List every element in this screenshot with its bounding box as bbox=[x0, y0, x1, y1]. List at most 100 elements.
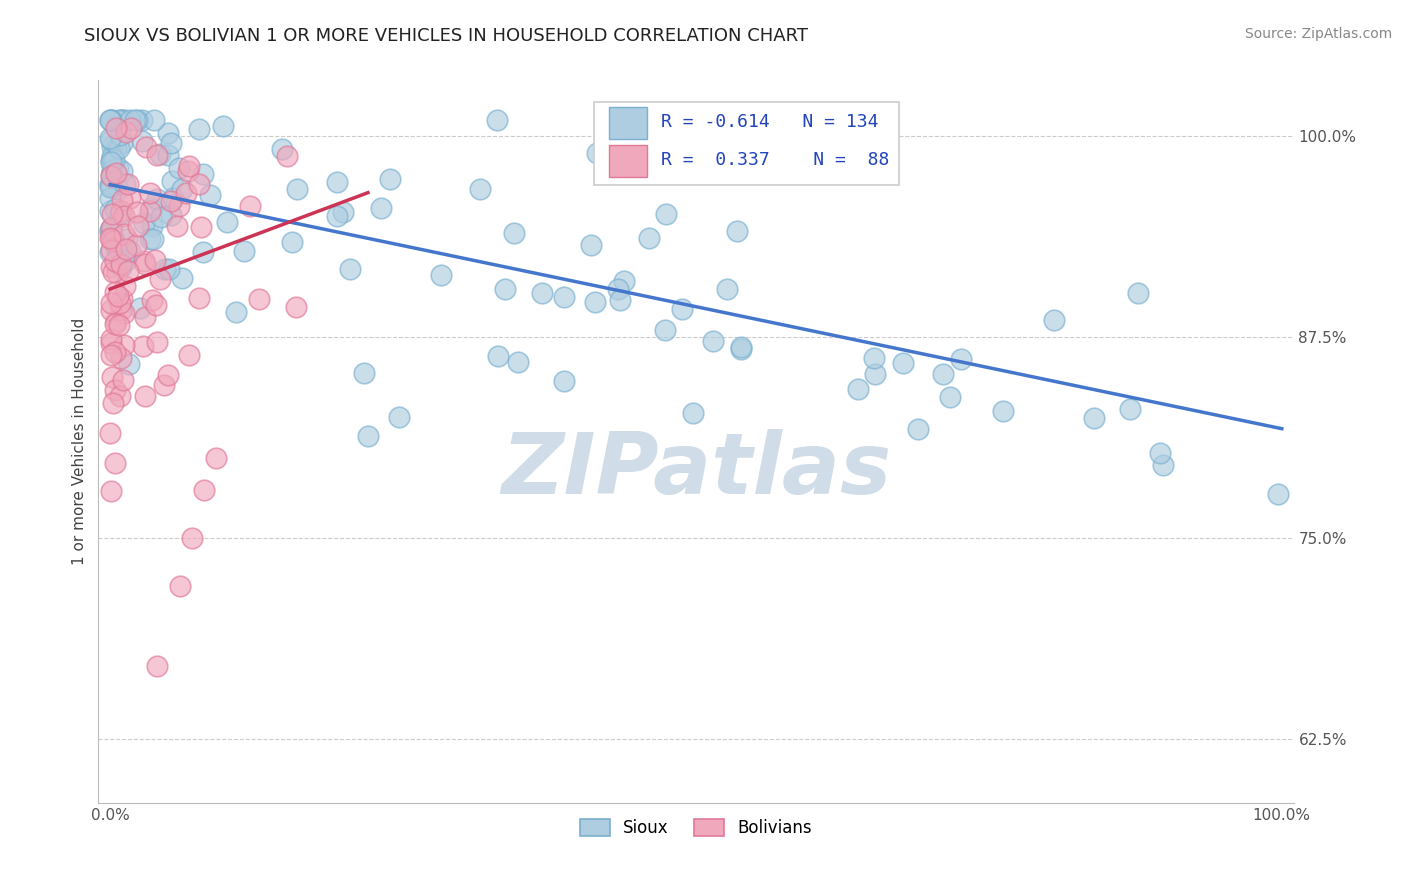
Point bbox=[104, 240, 127, 254]
Point bbox=[172, 182, 194, 196]
Point bbox=[112, 372, 135, 386]
Point bbox=[143, 113, 166, 128]
Point bbox=[112, 338, 135, 352]
Bar bbox=[609, 145, 647, 177]
Point bbox=[204, 450, 226, 465]
Point bbox=[160, 194, 183, 208]
Point bbox=[129, 301, 152, 315]
Point bbox=[100, 131, 122, 145]
Point bbox=[606, 282, 628, 296]
Point bbox=[468, 182, 491, 196]
Point bbox=[111, 113, 134, 128]
Point bbox=[132, 216, 155, 230]
Point bbox=[326, 210, 349, 224]
Point bbox=[110, 303, 132, 318]
Point bbox=[730, 340, 752, 354]
Point bbox=[135, 140, 157, 154]
Point bbox=[938, 390, 960, 404]
Point bbox=[172, 271, 194, 285]
Point bbox=[110, 113, 132, 128]
Point bbox=[111, 136, 134, 150]
Point bbox=[98, 231, 121, 245]
Point bbox=[108, 388, 131, 402]
Point bbox=[100, 348, 122, 362]
Point bbox=[100, 154, 122, 169]
Point bbox=[104, 345, 127, 359]
Point bbox=[112, 227, 135, 241]
Point bbox=[100, 177, 122, 191]
Point bbox=[125, 113, 148, 128]
Point bbox=[100, 133, 122, 147]
Point bbox=[145, 298, 167, 312]
Point bbox=[149, 272, 172, 286]
Point bbox=[141, 219, 163, 233]
Point bbox=[146, 148, 169, 162]
Point bbox=[191, 167, 214, 181]
Point bbox=[132, 339, 155, 353]
Point bbox=[100, 483, 122, 498]
Point bbox=[100, 219, 122, 234]
Point bbox=[188, 177, 211, 191]
Point bbox=[108, 207, 131, 221]
Point bbox=[100, 302, 122, 317]
Point bbox=[134, 254, 156, 268]
Point bbox=[285, 182, 308, 196]
Point bbox=[98, 245, 121, 260]
Point bbox=[108, 318, 131, 333]
Point bbox=[104, 383, 127, 397]
Point bbox=[863, 368, 886, 382]
Point bbox=[98, 225, 121, 239]
Point bbox=[120, 121, 142, 136]
Point bbox=[891, 356, 914, 370]
Point bbox=[174, 186, 197, 201]
Point bbox=[212, 119, 235, 133]
Point bbox=[100, 336, 122, 351]
Point bbox=[187, 291, 209, 305]
Point bbox=[276, 149, 298, 163]
Point bbox=[846, 382, 869, 396]
Point bbox=[110, 351, 132, 366]
Point bbox=[120, 113, 142, 128]
Point bbox=[1043, 312, 1066, 326]
Point bbox=[179, 159, 201, 173]
Point bbox=[138, 203, 160, 218]
Point bbox=[101, 230, 124, 244]
Point bbox=[486, 349, 509, 363]
Point bbox=[193, 245, 215, 260]
Point bbox=[110, 128, 132, 142]
Point bbox=[579, 237, 602, 252]
Point bbox=[100, 244, 122, 258]
Point bbox=[117, 357, 139, 371]
Point bbox=[1126, 286, 1149, 301]
Point bbox=[586, 145, 609, 160]
Point bbox=[156, 127, 179, 141]
Point bbox=[531, 286, 554, 301]
Point bbox=[146, 192, 169, 206]
Point bbox=[198, 187, 221, 202]
Point bbox=[112, 209, 135, 223]
Y-axis label: 1 or more Vehicles in Household: 1 or more Vehicles in Household bbox=[72, 318, 87, 566]
FancyBboxPatch shape bbox=[595, 102, 900, 185]
Point bbox=[112, 254, 135, 268]
Point bbox=[177, 164, 200, 178]
Point bbox=[100, 426, 122, 441]
Point bbox=[98, 223, 121, 237]
Bar bbox=[609, 107, 647, 138]
Point bbox=[105, 314, 128, 328]
Point bbox=[141, 293, 163, 307]
Point bbox=[110, 260, 132, 275]
Point bbox=[143, 252, 166, 267]
Point bbox=[114, 306, 136, 320]
Point bbox=[553, 374, 575, 388]
Point bbox=[187, 122, 209, 136]
Point bbox=[114, 278, 136, 293]
Point bbox=[506, 355, 529, 369]
Point bbox=[157, 368, 180, 382]
Point bbox=[655, 207, 678, 221]
Point bbox=[100, 113, 122, 128]
Point bbox=[100, 207, 122, 221]
Point bbox=[100, 295, 122, 310]
Point bbox=[100, 113, 122, 128]
Point bbox=[156, 148, 179, 162]
Point bbox=[146, 659, 169, 673]
